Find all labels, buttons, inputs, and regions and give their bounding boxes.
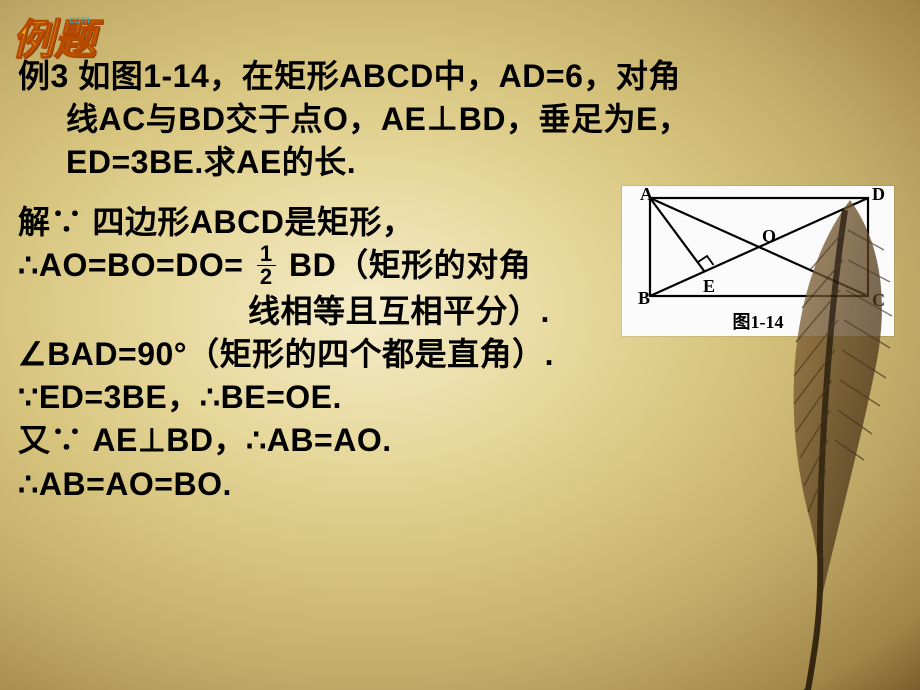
solution-line-4: ∠BAD=90°（矩形的四个都是直角）. [18,333,902,376]
fraction-numerator: 1 [257,243,276,266]
problem-line-1: 例3 如图1-14，在矩形ABCD中，AD=6，对角 [18,55,902,98]
solution-line-6: 又∵ AE⊥BD，∴AB=AO. [18,419,902,462]
fraction-denominator: 2 [257,266,276,288]
slide: 例题 .com 例3 如图1-14，在矩形ABCD中，AD=6，对角 线AC与B… [0,0,920,690]
figure-1-14: A D B C O E 图1-14 [622,186,894,336]
solution-l2a: ∴AO=BO=DO= [18,247,253,283]
solution-l2b: BD（矩形的对角 [289,247,531,283]
label-C: C [872,290,885,310]
solution-line-5: ∵ED=3BE，∴BE=OE. [18,376,902,419]
label-D: D [872,186,885,204]
problem-line-2: 线AC与BD交于点O，AE⊥BD，垂足为E， [18,98,902,141]
watermark: .com [66,14,90,26]
label-A: A [640,186,653,204]
solution-line-7: ∴AB=AO=BO. [18,463,902,506]
label-O: O [762,226,776,246]
label-B: B [638,288,650,308]
label-E: E [703,276,715,296]
fraction-half: 1 2 [257,243,276,288]
figure-caption: 图1-14 [622,308,894,334]
problem-line-3: ED=3BE.求AE的长. [18,141,902,184]
